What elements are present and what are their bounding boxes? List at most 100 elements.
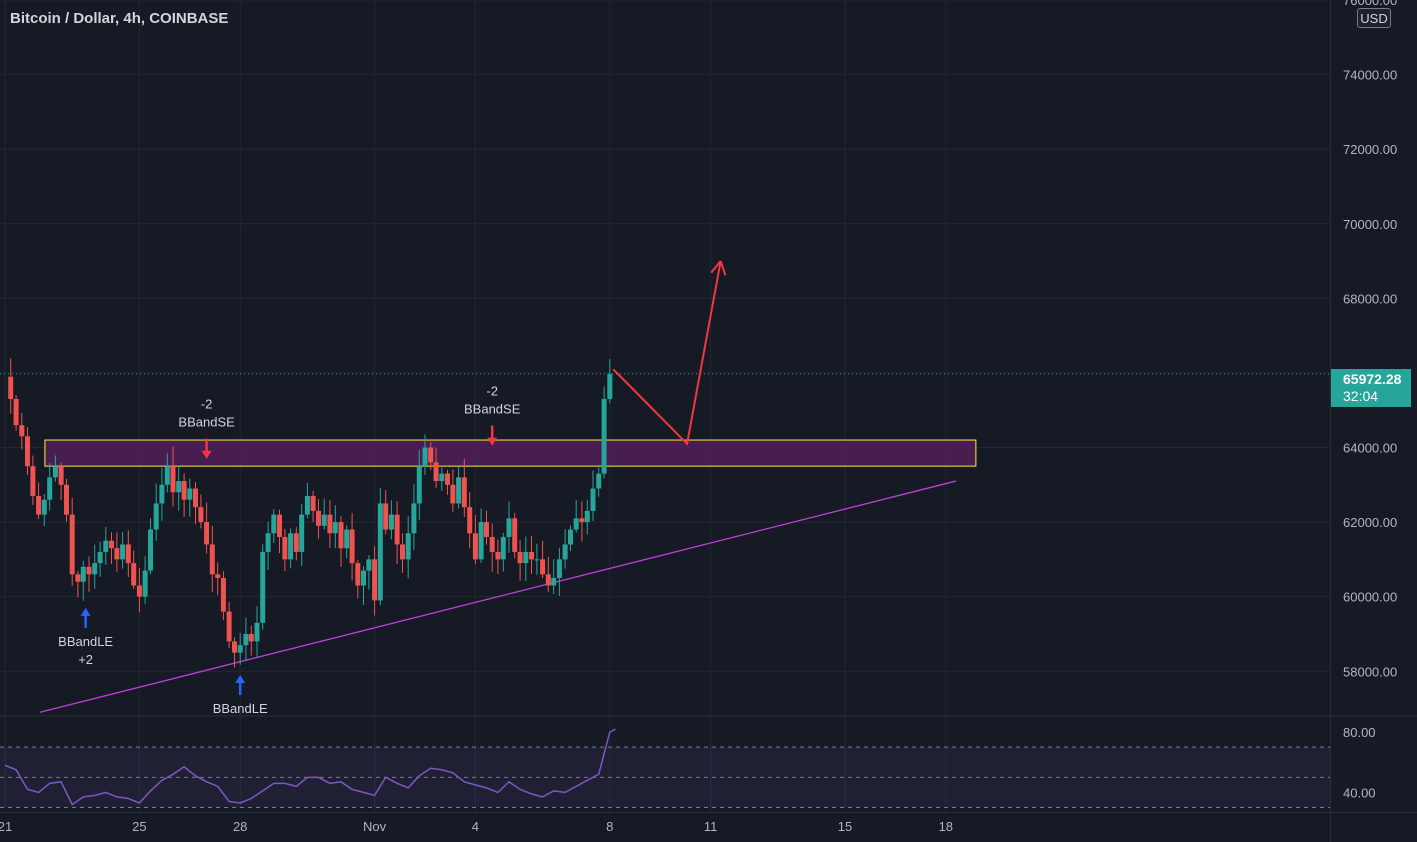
candle-body [512,518,518,552]
last-price-value: 65972.28 [1343,371,1402,387]
candle-body [237,645,243,653]
rsi-tick-label: 80.00 [1343,725,1376,740]
candle-body [450,484,456,504]
candle-body [86,566,92,575]
candle-body [243,633,249,646]
signal-label: +2 [78,652,93,667]
candle-body [529,551,535,560]
candle-body [92,563,98,575]
candle-body [271,514,277,534]
candle-body [321,514,327,526]
candle-body [36,495,42,515]
candle-body [383,503,389,530]
candle-body [405,533,411,560]
signal-arrowhead [201,450,212,459]
candle-body [293,533,299,552]
candle-body [181,481,187,500]
candle-body [8,376,14,400]
candle-body [159,484,165,504]
signal-label: -2 [201,397,213,412]
time-tick-label: 18 [939,819,953,834]
candle-body [467,507,473,534]
signal-label: BBandSE [178,415,235,430]
candle-body [226,611,232,642]
time-tick-label: 25 [132,819,146,834]
time-tick-label: 8 [606,819,613,834]
candle-body [260,551,266,623]
candle-body [562,544,568,560]
candle-body [114,548,120,560]
chart-title: Bitcoin / Dollar, 4h, COINBASE [10,10,229,27]
currency-selector[interactable]: USD [1357,8,1391,28]
candle-body [147,529,153,571]
candle-body [523,551,529,564]
candle-body [277,514,283,537]
bar-countdown: 32:04 [1343,388,1379,404]
projection-arrowhead [710,260,722,274]
time-tick-label: 15 [838,819,852,834]
time-tick-label: 21 [0,819,12,834]
projection-arrow [612,260,727,446]
signal-arrowhead [80,607,91,616]
candle-body [601,399,607,474]
trendline-line [39,480,957,713]
candle-body [349,529,355,564]
candle-body [125,544,131,564]
candle-body [52,466,58,478]
candle-body [534,559,540,561]
candle-body [69,514,75,575]
candle-body [433,462,439,482]
candle-body [215,574,221,579]
candle-body [590,488,596,511]
candle-body [422,447,428,467]
time-tick-label: 28 [233,819,247,834]
candle-body [25,436,31,467]
candle-body [231,641,237,653]
candle-body [573,518,579,530]
candle-body [416,466,422,504]
price-tick-label: 58000.00 [1343,664,1397,679]
candle-body [193,488,199,508]
candle-body [545,574,551,586]
candle-body [209,544,215,575]
candle-body [131,563,137,586]
candle-body [170,466,176,493]
support-zone-rect [44,439,977,467]
candle-body [80,566,86,582]
candle-body [489,537,495,552]
time-tick-label: Nov [363,819,387,834]
candle-body [439,473,445,482]
candle-body [47,477,53,500]
candle-body [377,503,383,601]
candle-body [164,466,170,485]
support-zone [44,439,977,467]
rsi-tick-label: 40.00 [1343,785,1376,800]
candle-body [388,514,394,530]
price-tick-label: 60000.00 [1343,590,1397,605]
candle-body [500,537,506,560]
candle-body [411,503,417,534]
price-tick-label: 70000.00 [1343,217,1397,232]
candle-body [338,522,344,549]
candles [0,358,1330,668]
rsi-panel [0,715,1417,808]
candle-body [428,447,434,463]
candle-body [58,466,64,485]
time-tick-label: 11 [704,819,718,834]
candle-body [366,559,372,571]
candle-body [310,495,316,511]
candle-body [327,514,333,534]
candle-body [187,488,193,500]
candle-body [344,529,350,549]
candle-body [567,529,573,545]
candle-body [394,514,400,545]
candle-body [361,570,367,586]
trendline [39,480,957,713]
signal-label: BBandSE [464,402,521,417]
signal-label: BBandLE [58,634,113,649]
candle-body [103,540,109,552]
price-tick-label: 68000.00 [1343,291,1397,306]
candle-body [607,373,613,400]
candle-body [506,518,512,537]
